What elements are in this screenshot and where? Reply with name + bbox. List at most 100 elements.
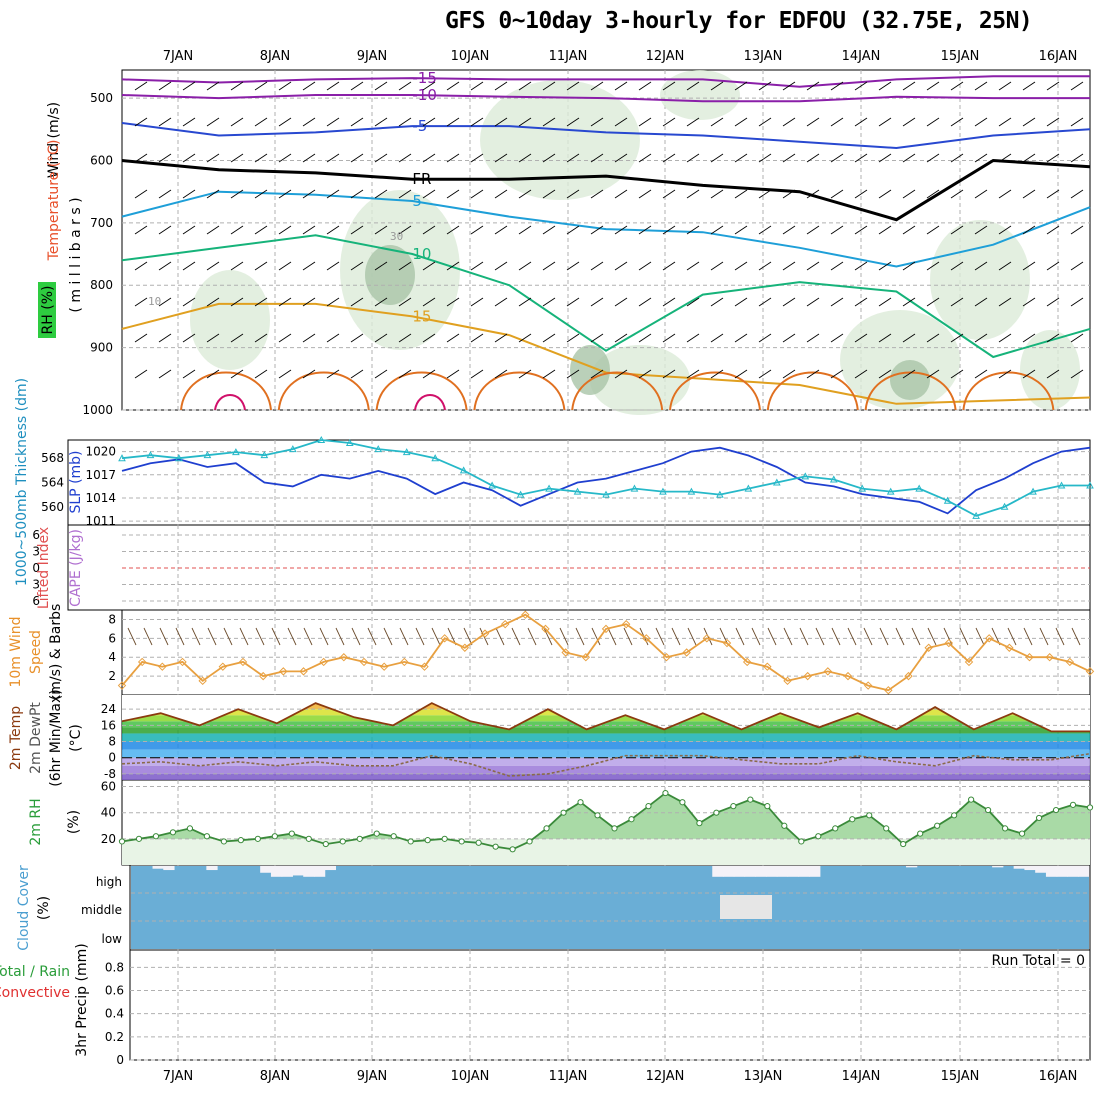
wind-barb: [470, 189, 484, 199]
rh-shading-dark: [365, 245, 415, 305]
wind-barb: [350, 117, 364, 127]
wind-barb: [830, 81, 844, 91]
wind-barb: [518, 333, 532, 343]
rh-line-point: [356, 835, 363, 842]
rh-line-point: [288, 830, 295, 837]
wind-barb: [998, 333, 1012, 343]
wind-barb: [158, 297, 172, 307]
warm-contour: [962, 371, 1055, 411]
cloud-row-middle: middle: [81, 903, 122, 917]
wind10-barb: [367, 627, 377, 646]
wind-barb: [614, 297, 628, 307]
wind10-line-point: [339, 653, 349, 662]
wind10-line-point: [843, 671, 853, 681]
wind-barb: [134, 153, 148, 163]
rh-legend-box: [38, 282, 56, 338]
precip-tick: 0.8: [105, 960, 124, 974]
warm-contour: [473, 371, 566, 411]
wind-barb: [758, 81, 772, 91]
lifted-tick: 6: [32, 594, 40, 608]
wind-barb: [134, 333, 148, 343]
wind-barb: [662, 117, 676, 127]
wind-barb: [158, 153, 172, 163]
wind-barb: [398, 225, 412, 235]
wind-barb: [542, 189, 556, 199]
warm-contour: [669, 371, 761, 411]
wind-barb: [494, 333, 508, 343]
wind10-line-point: [319, 657, 328, 667]
wind-barb: [542, 81, 556, 91]
wind-barb: [470, 81, 484, 91]
wind-barb: [350, 189, 364, 199]
wind-barb: [326, 261, 340, 271]
pressure-tick: 1000: [82, 403, 113, 417]
wind-barb: [878, 225, 892, 235]
wind10-barb: [159, 627, 169, 646]
date-label-top: 13JAN: [744, 49, 783, 64]
wind-barb: [158, 225, 172, 235]
wind-barb: [398, 333, 412, 343]
wind-barb: [854, 369, 868, 379]
cloud-base: [131, 866, 1089, 949]
wind-barb: [326, 333, 340, 343]
thickness-line-point: [118, 454, 126, 462]
wind-barb: [422, 261, 436, 271]
wind-barb: [686, 81, 700, 91]
wind-barb: [158, 261, 172, 271]
rh-line-point: [645, 803, 652, 810]
temp-band: [122, 721, 1090, 728]
wind-barb: [758, 225, 772, 235]
wind-barb: [950, 81, 964, 91]
wind-barb: [638, 369, 652, 379]
wind-barb: [518, 189, 532, 199]
wind-barb: [1046, 153, 1060, 163]
date-label-bottom: 10JAN: [451, 1069, 490, 1084]
hot-contour: [214, 394, 246, 411]
wind10-line-point: [1025, 653, 1034, 662]
wind-barb: [662, 225, 676, 235]
thickness-line-point: [402, 448, 411, 456]
rh-line-point: [917, 830, 924, 837]
warm-contour: [766, 371, 859, 411]
wind-barb: [134, 81, 148, 91]
wind10-barb: [1039, 627, 1049, 646]
wind10-barb: [223, 627, 233, 646]
date-label-top: 8JAN: [260, 49, 291, 64]
wind-barb: [974, 153, 988, 163]
wind-barb: [614, 225, 628, 235]
wind-barb: [518, 225, 532, 235]
rh-line-point: [118, 838, 126, 845]
wind10-line-point: [137, 657, 147, 667]
wind-barb: [974, 81, 988, 91]
wind-barb: [206, 189, 220, 199]
wind-barb: [134, 189, 148, 199]
wind-barb: [758, 153, 772, 163]
wind-barb: [710, 153, 724, 163]
wind-barb: [230, 333, 244, 343]
thickness-tick: 560: [41, 500, 64, 514]
wind10-barb: [831, 627, 841, 646]
wind-barb: [230, 369, 244, 379]
contour-label: 10: [412, 245, 431, 263]
wind-barb: [542, 297, 556, 307]
rh-line-point: [934, 822, 941, 829]
thickness-line-point: [602, 490, 610, 498]
wind-barb: [878, 333, 892, 343]
wind-barb: [854, 261, 868, 271]
temp2m-axis-labels: 2m Temp 2m DewPt (6hr Min/Max) (°C): [8, 689, 84, 786]
date-label-bottom: 15JAN: [941, 1069, 980, 1084]
wind10-line-point: [359, 657, 369, 667]
wind-barb: [878, 369, 892, 379]
wind-barb: [638, 153, 652, 163]
wind-barb: [494, 81, 508, 91]
contour-label: FR: [412, 170, 431, 188]
wind10-line-point: [823, 667, 833, 676]
date-label-top: 7JAN: [163, 49, 194, 64]
wind-barb: [854, 81, 868, 91]
rh-axis-label: RH (%): [40, 286, 56, 335]
wind-barb: [878, 297, 892, 307]
wind-barb: [518, 117, 532, 127]
wind-barb: [1022, 333, 1036, 343]
wind-barb: [542, 333, 556, 343]
upper-axis-labels: Wind (m/s) Temperature (°C) ( m i l l i …: [38, 102, 84, 338]
